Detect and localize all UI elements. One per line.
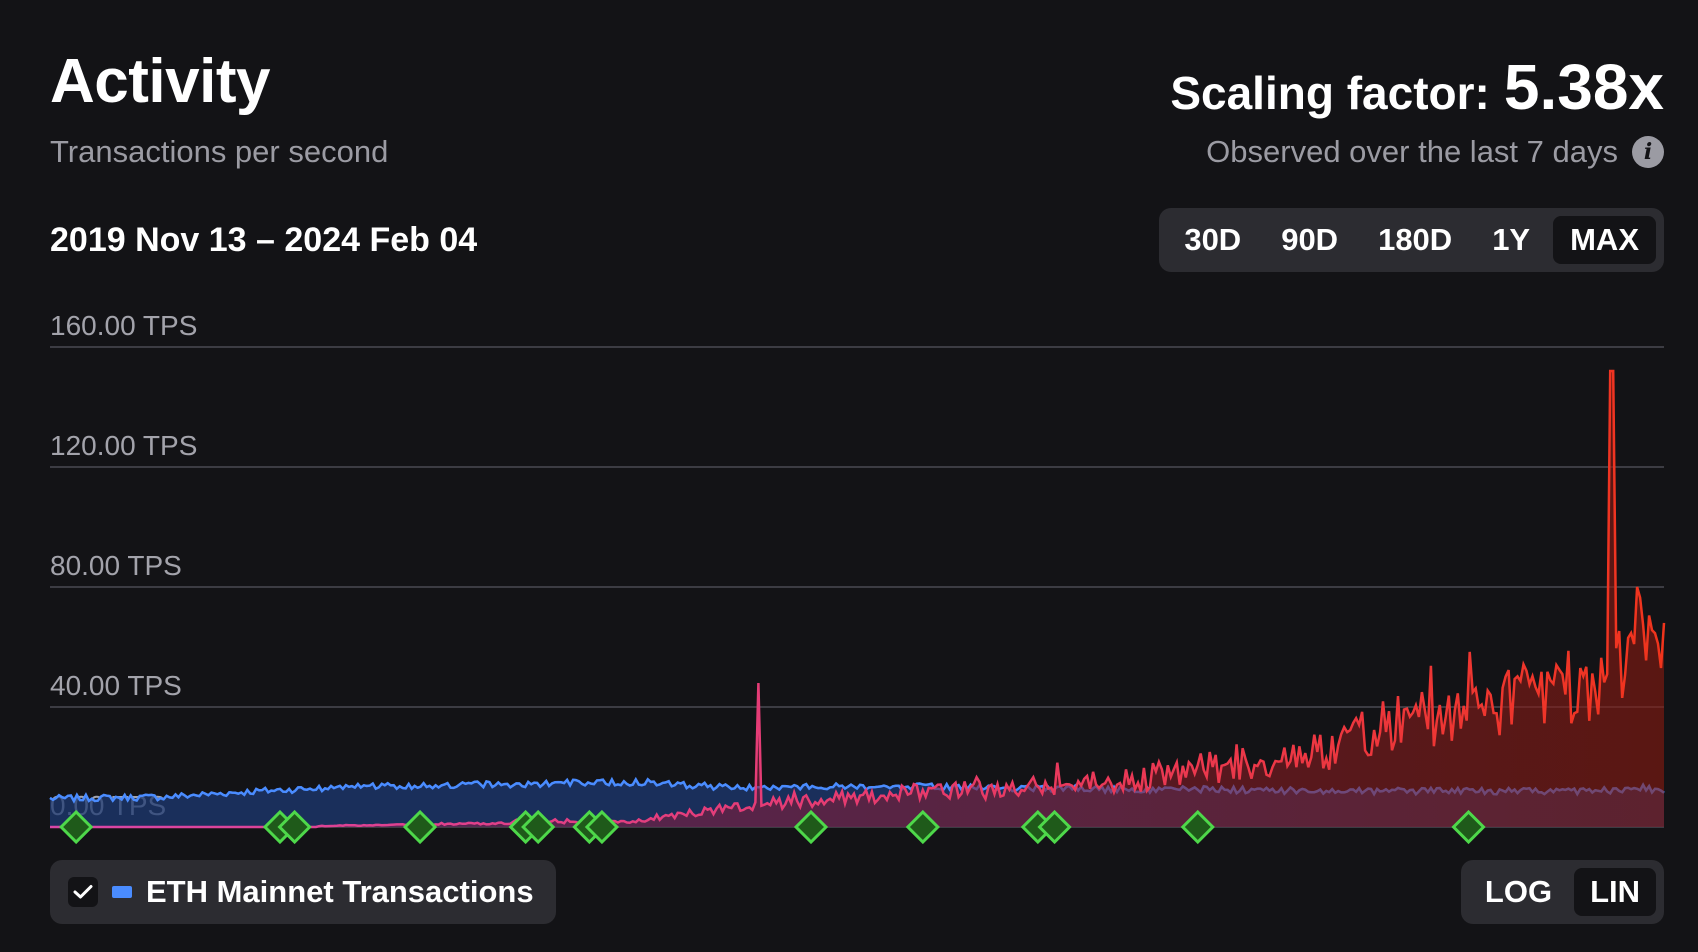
range-button-180d[interactable]: 180D: [1378, 222, 1453, 257]
scale-selector: LOG LIN: [1460, 860, 1664, 924]
milestone-marker: [1451, 809, 1486, 845]
milestone-marker: [905, 809, 940, 845]
legend-label: ETH Mainnet Transactions: [146, 874, 534, 909]
range-button-30d[interactable]: 30D: [1184, 222, 1242, 257]
milestone-marker: [59, 809, 94, 845]
range-button-90d[interactable]: 90D: [1281, 222, 1339, 257]
page-title: Activity: [50, 47, 270, 116]
l2-area: [50, 371, 1664, 827]
l2-series: [50, 369, 1666, 829]
y-tick-label: 160.00 TPS: [50, 310, 197, 341]
milestone-marker: [521, 809, 556, 845]
check-icon[interactable]: [68, 877, 98, 907]
legend-swatch: [112, 886, 132, 898]
scale-button-log[interactable]: LOG: [1484, 874, 1553, 909]
milestone-marker: [402, 809, 438, 845]
time-range-selector: 30D 90D 180D 1Y MAX: [1159, 208, 1664, 272]
milestone-marker: [1037, 809, 1072, 845]
range-button-1y[interactable]: 1Y: [1492, 222, 1531, 257]
observed-text: Observed over the last 7 days: [1206, 134, 1618, 169]
milestone-marker: [277, 809, 312, 845]
y-tick-label: 80.00 TPS: [50, 550, 182, 581]
milestones: [59, 809, 1486, 845]
milestone-marker: [584, 809, 620, 845]
observed-period: Observed over the last 7 days i: [1206, 132, 1664, 172]
scaling-factor-label: Scaling factor:: [1170, 67, 1490, 119]
milestone-marker: [1180, 809, 1215, 845]
range-button-max[interactable]: MAX: [1553, 216, 1656, 264]
l2-line: [50, 369, 1666, 829]
y-tick-label: 120.00 TPS: [50, 430, 197, 461]
date-range: 2019 Nov 13 – 2024 Feb 04: [50, 221, 478, 259]
info-icon[interactable]: i: [1632, 136, 1664, 168]
scaling-factor-value: 5.38x: [1503, 51, 1664, 123]
scale-button-lin[interactable]: LIN: [1574, 868, 1656, 916]
scaling-factor: Scaling factor: 5.38x: [1170, 50, 1664, 124]
legend-eth-mainnet-toggle[interactable]: ETH Mainnet Transactions: [50, 860, 556, 924]
milestone-marker: [793, 809, 829, 845]
y-tick-label: 40.00 TPS: [50, 670, 182, 701]
page-subtitle: Transactions per second: [50, 134, 389, 169]
